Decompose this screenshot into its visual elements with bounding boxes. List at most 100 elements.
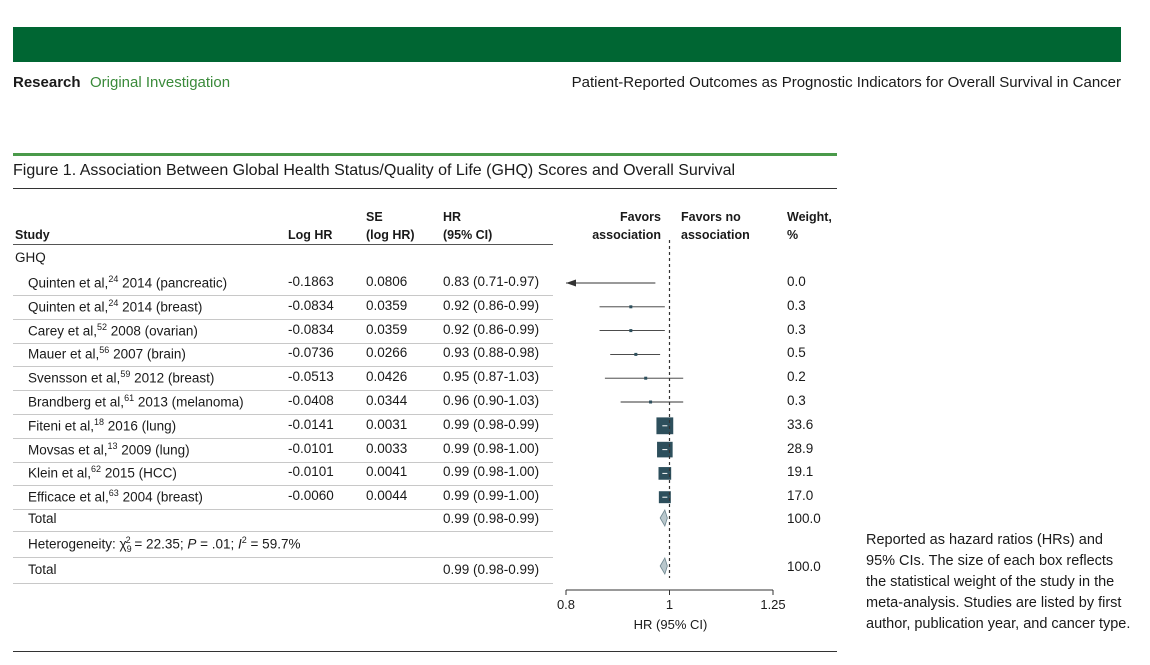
- study-loghr: -0.0834: [288, 321, 334, 337]
- study-name: Efficace et al,63 2004 (breast): [28, 488, 203, 505]
- study-loghr: -0.0513: [288, 369, 334, 385]
- row-divider: [13, 342, 553, 344]
- section-label: Research: [13, 74, 81, 91]
- group-label: GHQ: [15, 250, 46, 265]
- study-weight: 33.6: [787, 416, 814, 432]
- favors-association-line2: association: [592, 228, 661, 242]
- study-weight: 28.9: [787, 440, 814, 456]
- het-chi-value: = 22.35;: [130, 536, 188, 552]
- study-name: Svensson et al,59 2012 (breast): [28, 369, 214, 386]
- figure-top-rule: [13, 153, 837, 156]
- het-prefix: Heterogeneity: χ: [28, 536, 127, 552]
- col-header-weight-line1: Weight,: [787, 210, 832, 224]
- study-year-type: 2012 (breast): [130, 370, 215, 386]
- study-name: Klein et al,62 2015 (HCC): [28, 464, 177, 481]
- pooled-diamond: [659, 509, 668, 527]
- overall-total-hr: 0.99 (0.98-0.99): [443, 562, 540, 577]
- study-hr-ci: 0.96 (0.90-1.03): [443, 393, 540, 408]
- col-header-weight-line2: %: [787, 228, 799, 242]
- col-header-hr-line1: HR: [443, 210, 462, 224]
- study-hr-ci: 0.95 (0.87-1.03): [443, 369, 540, 385]
- x-tick-label: 0.8: [557, 597, 575, 612]
- study-hr-ci: 0.92 (0.86-0.99): [443, 297, 540, 313]
- study-loghr: -0.1863: [288, 274, 334, 289]
- study-author: Carey et al,: [28, 323, 98, 339]
- col-header-se-line1: SE: [366, 210, 383, 224]
- study-se: 0.0426: [366, 369, 408, 385]
- study-reference: 56: [99, 345, 110, 356]
- overall-total-label: Total: [28, 562, 57, 577]
- x-tick-label: 1.25: [760, 597, 785, 612]
- study-hr-ci: 0.99 (0.98-0.99): [443, 416, 540, 432]
- study-weight: 0.3: [787, 321, 806, 337]
- study-reference: 52: [97, 321, 108, 332]
- study-year-type: 2008 (ovarian): [107, 323, 198, 339]
- col-header-se: SE (log HR): [366, 208, 415, 244]
- study-se: 0.0359: [366, 297, 408, 313]
- study-loghr: -0.0408: [288, 393, 334, 408]
- row-divider: [13, 583, 553, 584]
- row-divider: [13, 485, 553, 487]
- study-se: 0.0359: [366, 321, 408, 337]
- study-hr-ci: 0.99 (0.99-1.00): [443, 488, 540, 504]
- col-header-weight: Weight, %: [787, 208, 832, 244]
- het-sq: 2: [125, 535, 131, 545]
- study-author: Svensson et al,: [28, 370, 121, 386]
- row-divider: [13, 531, 553, 532]
- study-loghr: -0.0834: [288, 297, 334, 313]
- het-i-label: I: [238, 536, 242, 552]
- study-year-type: 2016 (lung): [104, 418, 177, 434]
- row-divider: [13, 366, 553, 368]
- col-header-study: Study: [15, 228, 50, 242]
- study-hr-ci: 0.99 (0.98-1.00): [443, 440, 540, 456]
- study-loghr: -0.0736: [288, 345, 334, 361]
- row-divider: [13, 414, 553, 415]
- study-reference: 13: [107, 440, 118, 451]
- study-weight: 0.2: [787, 369, 806, 385]
- study-reference: 24: [108, 297, 119, 308]
- study-year-type: 2004 (breast): [118, 489, 203, 505]
- study-year-type: 2015 (HCC): [101, 465, 177, 481]
- study-weight: 19.1: [787, 464, 814, 480]
- col-header-favors-association: Favors association: [592, 208, 661, 244]
- figure-caption: Reported as hazard ratios (HRs) and 95% …: [866, 532, 1131, 632]
- study-name: Brandberg et al,61 2013 (melanoma): [28, 393, 244, 410]
- study-loghr: -0.0101: [288, 440, 334, 456]
- row-divider: [13, 390, 553, 392]
- journal-header-bar: [13, 27, 1121, 62]
- total-weight: 100.0: [787, 511, 821, 526]
- study-se: 0.0033: [366, 440, 408, 456]
- study-se: 0.0031: [366, 416, 408, 432]
- study-weight: 0.5: [787, 345, 806, 361]
- row-divider: [13, 295, 553, 296]
- study-author: Quinten et al,: [28, 299, 109, 315]
- study-author: Quinten et al,: [28, 275, 109, 291]
- study-weight: 0.0: [787, 274, 806, 289]
- row-divider: [13, 461, 553, 463]
- het-p-label: P: [187, 536, 197, 552]
- row-divider: [13, 437, 553, 439]
- x-axis-label: HR (95% CI): [634, 617, 708, 632]
- study-weight: 0.3: [787, 393, 806, 408]
- study-name: Movsas et al,13 2009 (lung): [28, 441, 190, 458]
- study-author: Brandberg et al,: [28, 394, 125, 410]
- study-year-type: 2014 (pancreatic): [118, 275, 228, 291]
- row-divider: [13, 318, 553, 320]
- col-header-se-line2: (log HR): [366, 228, 415, 242]
- study-se: 0.0806: [366, 274, 408, 289]
- study-author: Klein et al,: [28, 465, 92, 481]
- col-header-loghr: Log HR: [288, 228, 333, 242]
- study-name: Mauer et al,56 2007 (brain): [28, 345, 186, 362]
- study-reference: 62: [91, 464, 102, 475]
- row-divider: [13, 509, 553, 511]
- pooled-diamond: [659, 557, 668, 575]
- study-reference: 61: [124, 393, 135, 403]
- hr-marker: [629, 305, 633, 309]
- study-weight: 17.0: [787, 488, 814, 504]
- study-author: Mauer et al,: [28, 346, 100, 362]
- study-author: Efficace et al,: [28, 489, 109, 505]
- study-name: Fiteni et al,18 2016 (lung): [28, 417, 176, 434]
- study-hr-ci: 0.99 (0.98-1.00): [443, 464, 540, 480]
- favors-association-line1: Favors: [620, 210, 661, 224]
- col-header-favors-no-association: Favors no association: [681, 208, 750, 244]
